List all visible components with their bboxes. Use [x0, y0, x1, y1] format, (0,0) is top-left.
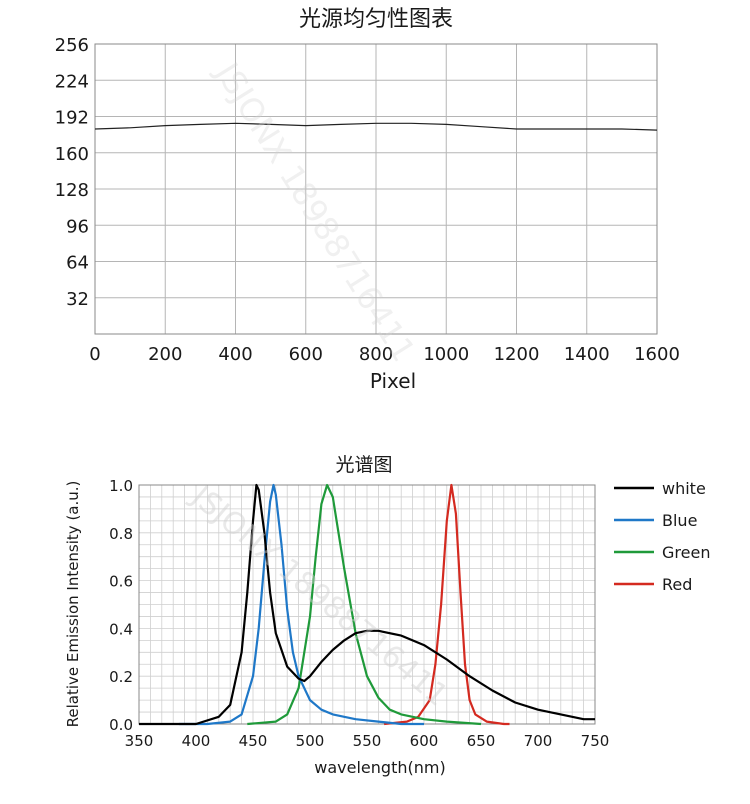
spectrum-x-tick-label: 450	[239, 732, 268, 750]
spectrum-y-tick-label: 0.0	[109, 716, 133, 734]
spectrum-chart-title: 光谱图	[335, 454, 392, 476]
spectrum-y-tick-label: 0.2	[109, 668, 133, 686]
spectrum-series-lines	[139, 483, 595, 726]
spectrum-series-white	[139, 483, 595, 726]
uniformity-x-tick-label: 1200	[494, 344, 540, 365]
spectrum-x-tick-label: 350	[125, 732, 154, 750]
uniformity-y-tick-label: 256	[55, 35, 89, 56]
legend-label-white: white	[662, 479, 706, 498]
spectrum-y-tick-label: 0.8	[109, 525, 133, 543]
uniformity-y-ticks: 32 64 96 128 160 192 224 256	[55, 35, 89, 310]
watermark-top: JSJONX 18988716411	[207, 54, 423, 368]
spectrum-y-tick-label: 0.4	[109, 620, 133, 638]
spectrum-x-tick-label: 600	[410, 732, 439, 750]
spectrum-series-red	[383, 483, 510, 726]
uniformity-y-tick-label: 192	[55, 108, 89, 129]
spectrum-x-ticks: 350 400 450 500 550 600 650 700 750	[125, 732, 610, 750]
spectrum-y-tick-label: 0.6	[109, 573, 133, 591]
uniformity-x-tick-label: 1600	[634, 344, 680, 365]
uniformity-series-line	[94, 122, 658, 131]
legend-label-red: Red	[662, 575, 692, 594]
spectrum-x-tick-label: 400	[182, 732, 211, 750]
spectrum-chart: 光谱图 0.0 0.2 0.4 0.6 0.8 1.0 350 400 450 500 550 60…	[64, 454, 710, 777]
uniformity-x-tick-label: 600	[289, 344, 323, 365]
uniformity-x-tick-label: 1400	[564, 344, 610, 365]
uniformity-y-tick-label: 224	[55, 71, 89, 92]
spectrum-x-tick-label: 500	[296, 732, 325, 750]
spectrum-x-tick-label: 650	[467, 732, 496, 750]
uniformity-y-tick-label: 160	[55, 144, 89, 165]
legend-label-green: Green	[662, 543, 710, 562]
uniformity-x-tick-label: 0	[89, 344, 100, 365]
spectrum-y-ticks: 0.0 0.2 0.4 0.6 0.8 1.0	[109, 477, 133, 734]
uniformity-chart: 光源均匀性图表 32 64 96 128 160 192 224 256 0 200 400 600…	[55, 7, 680, 393]
spectrum-plot-frame	[138, 484, 596, 725]
uniformity-plot-frame	[94, 43, 658, 335]
uniformity-x-ticks: 0 200 400 600 800 1000 1200 1400 1600	[89, 344, 680, 365]
uniformity-x-axis-label: Pixel	[370, 369, 416, 393]
spectrum-legend: white Blue Green Red	[614, 479, 710, 594]
spectrum-x-tick-label: 750	[581, 732, 610, 750]
spectrum-y-tick-label: 1.0	[109, 477, 133, 495]
uniformity-y-tick-label: 32	[66, 289, 89, 310]
spectrum-x-axis-label: wavelength(nm)	[314, 758, 445, 777]
uniformity-x-tick-label: 1000	[423, 344, 469, 365]
spectrum-x-tick-label: 700	[524, 732, 553, 750]
uniformity-y-tick-label: 96	[66, 216, 89, 237]
uniformity-x-tick-label: 400	[218, 344, 252, 365]
uniformity-y-tick-label: 64	[66, 253, 89, 274]
spectrum-x-tick-label: 550	[353, 732, 382, 750]
uniformity-x-tick-label: 800	[359, 344, 393, 365]
uniformity-y-tick-label: 128	[55, 180, 89, 201]
spectrum-series-green	[247, 483, 482, 726]
uniformity-chart-title: 光源均匀性图表	[299, 7, 453, 32]
watermark-bottom: JSJONX 18988716411	[183, 478, 454, 714]
spectrum-y-axis-label: Relative Emission Intensity (a.u.)	[64, 481, 82, 728]
spectrum-series-blue	[178, 483, 424, 726]
legend-label-blue: Blue	[662, 511, 697, 530]
uniformity-x-tick-label: 200	[148, 344, 182, 365]
